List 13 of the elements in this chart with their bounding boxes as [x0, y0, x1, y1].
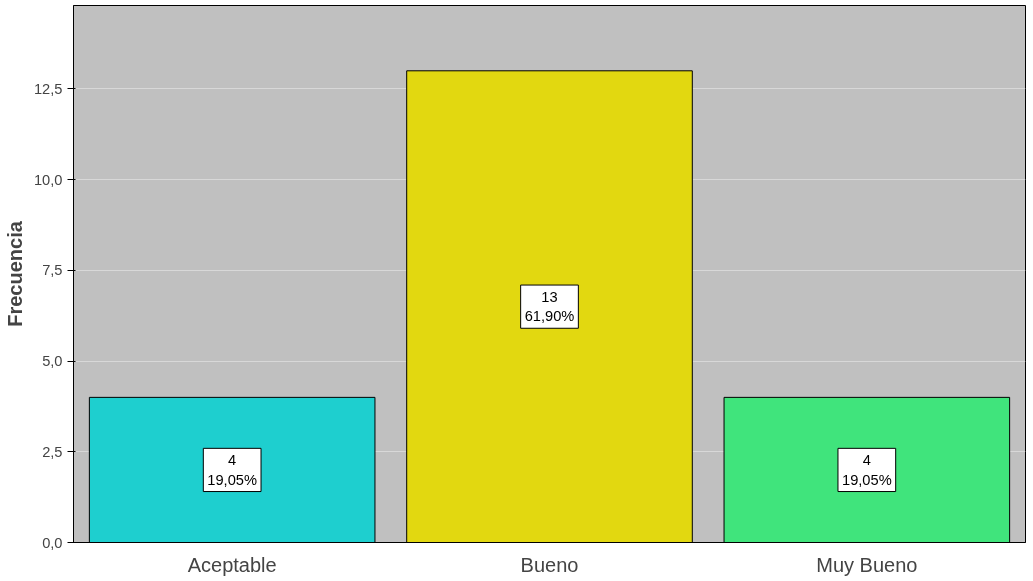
data-label: 13 61,90%	[524, 289, 575, 325]
x-tick-label: Muy Bueno	[816, 553, 918, 576]
x-tick-label: Aceptable	[187, 553, 277, 576]
data-label: 4 19,05%	[841, 452, 892, 488]
y-tick-label: 2,5	[42, 443, 63, 460]
y-axis-title: Frecuencia	[3, 220, 26, 327]
y-tick-label: 10,0	[33, 171, 63, 188]
y-tick-label: 7,5	[42, 262, 63, 279]
x-tick-label: Bueno	[520, 553, 579, 576]
data-label: 4 19,05%	[207, 452, 258, 488]
y-tick-label: 12,5	[33, 80, 63, 97]
y-tick-label: 5,0	[42, 353, 63, 370]
y-tick-label: 0,0	[42, 534, 63, 551]
